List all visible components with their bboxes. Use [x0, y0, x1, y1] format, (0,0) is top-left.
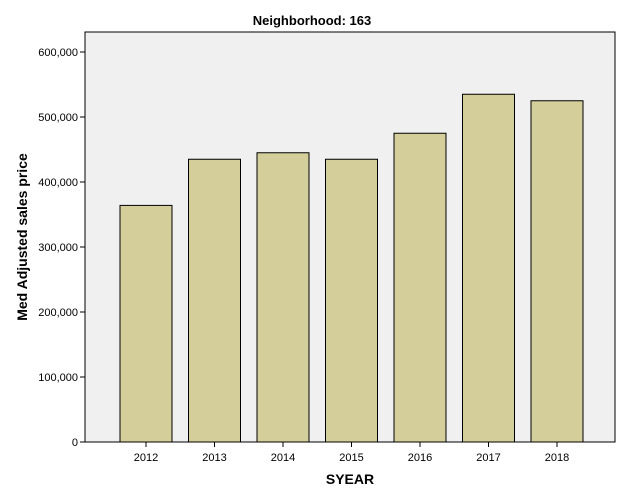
x-tick-label-2013: 2013: [202, 452, 226, 464]
bar-2015: [325, 158, 378, 443]
x-axis: 2012 2013 2014 2015 2016 2017 2018: [134, 442, 569, 464]
x-tick-label-2018: 2018: [545, 452, 569, 464]
x-axis-label: SYEAR: [326, 471, 374, 487]
bar-2014: [256, 152, 310, 443]
y-tick-label-400000: 400,000: [38, 177, 78, 189]
x-tick-label-2014: 2014: [271, 452, 295, 464]
x-tick-label-2012: 2012: [134, 452, 158, 464]
bar-2018: [530, 100, 584, 443]
y-tick-label-600000: 600,000: [38, 47, 78, 59]
bar-2016: [393, 132, 447, 443]
bars-layer: [119, 93, 584, 443]
y-tick-label-0: 0: [72, 437, 78, 449]
y-tick-label-500000: 500,000: [38, 112, 78, 124]
y-tick-label-100000: 100,000: [38, 372, 78, 384]
x-tick-label-2017: 2017: [476, 452, 500, 464]
x-tick-label-2016: 2016: [408, 452, 432, 464]
bar-2013: [188, 158, 241, 443]
x-tick-label-2015: 2015: [339, 452, 363, 464]
bar-2012: [119, 204, 173, 443]
chart-title: Neighborhood: 163: [253, 13, 371, 28]
bar-2017: [462, 93, 515, 443]
y-tick-label-300000: 300,000: [38, 242, 78, 254]
y-axis-label: Med Adjusted sales price: [14, 153, 30, 321]
y-tick-label-200000: 200,000: [38, 307, 78, 319]
y-axis: 0 100,000 200,000 300,000 400,000 500,000 600,…: [38, 47, 85, 449]
